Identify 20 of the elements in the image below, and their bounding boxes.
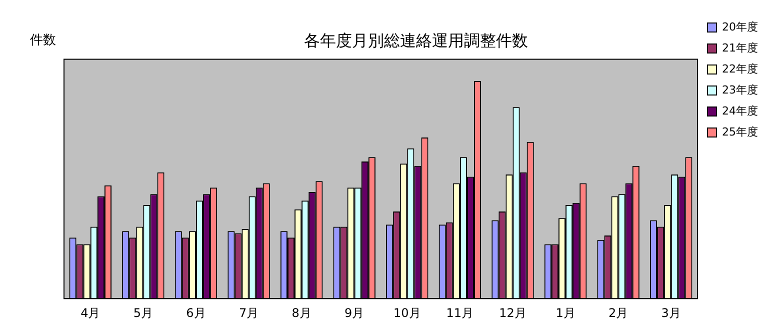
legend-label: 23年度 — [722, 83, 758, 96]
x-tick-label: 7月 — [238, 306, 259, 320]
x-tick-label: 2月 — [608, 306, 628, 320]
chart-title: 各年度月別総連絡運用調整件数 — [304, 30, 528, 50]
legend-label: 25年度 — [722, 125, 758, 138]
x-tick-label: 10月 — [394, 306, 421, 320]
x-tick-label: 3月 — [661, 306, 681, 320]
legend-label: 22年度 — [722, 62, 758, 76]
legend-label: 20年度 — [722, 20, 758, 34]
legend-label: 21年度 — [722, 41, 758, 54]
x-tick-label: 11月 — [446, 306, 474, 320]
x-tick-label: 4月 — [80, 306, 100, 320]
y-axis-title: 件数 — [30, 32, 56, 48]
x-tick-label: 6月 — [186, 306, 206, 320]
x-tick-label: 9月 — [344, 306, 364, 320]
x-tick-label: 5月 — [133, 306, 154, 320]
legend-label: 24年度 — [722, 104, 758, 118]
x-tick-label: 1月 — [556, 306, 576, 320]
x-tick-label: 12月 — [499, 306, 526, 320]
x-tick-label: 8月 — [292, 306, 312, 320]
